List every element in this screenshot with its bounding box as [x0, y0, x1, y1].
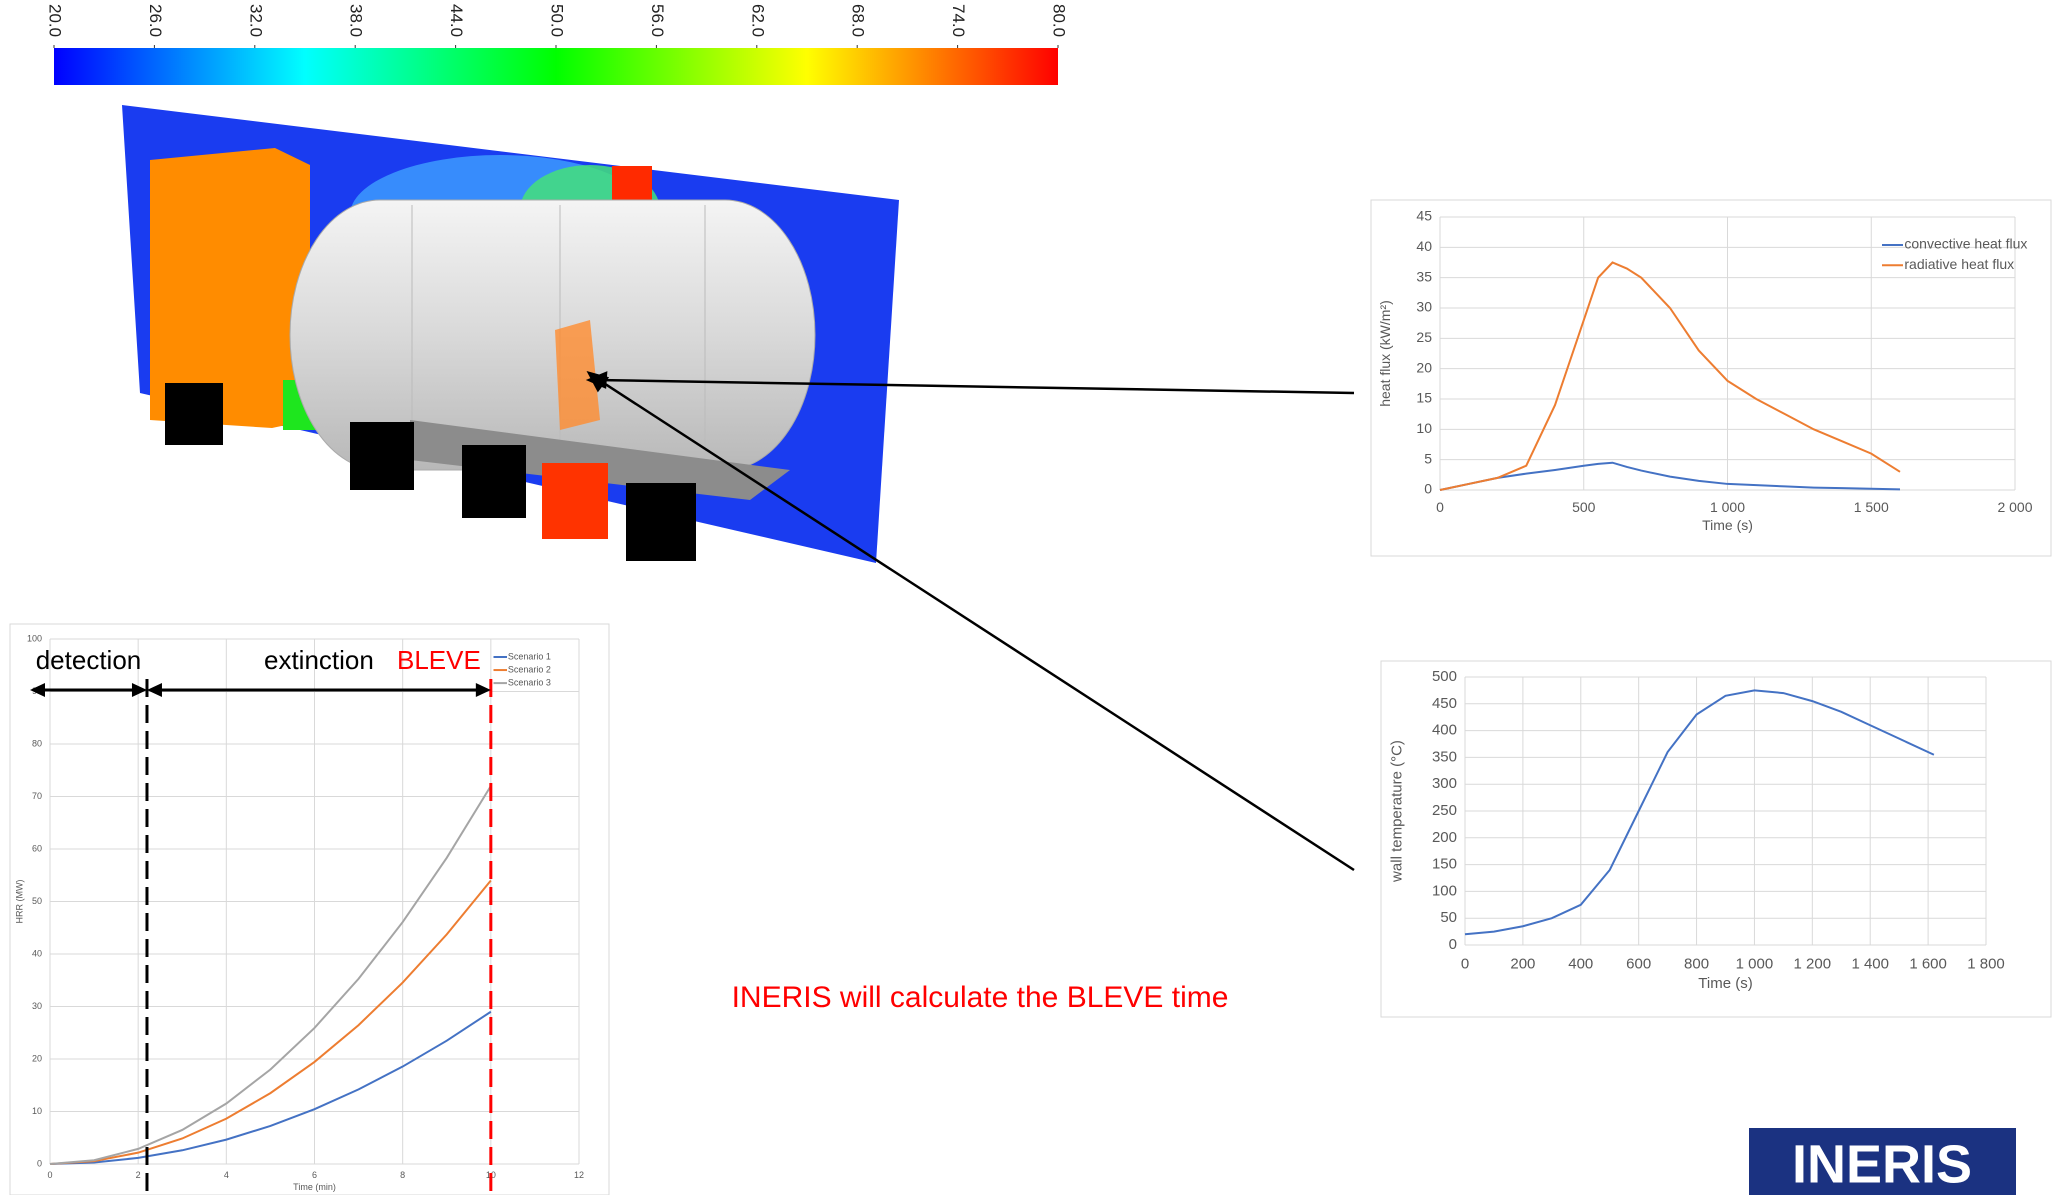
x-tick-label: 8: [400, 1170, 405, 1180]
y-tick-label: 250: [1432, 802, 1457, 819]
tick-label: 44.0: [447, 4, 466, 37]
tick-label: 20.0: [46, 4, 65, 37]
y-tick-label: 15: [1416, 390, 1432, 406]
x-tick-label: 1 200: [1794, 955, 1832, 972]
x-tick-label: 800: [1684, 955, 1709, 972]
slide: INERIS will calculate the BLEVE time INE…: [0, 0, 2053, 1195]
y-tick-label: 60: [32, 843, 42, 853]
legend-label: convective heat flux: [1904, 236, 2027, 252]
x-axis-label: Time (s): [1702, 517, 1753, 533]
y-tick-label: 5: [1424, 450, 1432, 466]
tick-label: 74.0: [949, 4, 968, 37]
y-tick-label: 35: [1416, 268, 1432, 284]
logo-text: INERIS: [1792, 1134, 1972, 1194]
wheel: [165, 383, 223, 445]
x-tick-label: 4: [224, 1170, 229, 1180]
wheel: [626, 483, 696, 561]
arrow: [596, 378, 1354, 870]
y-tick-label: 80: [32, 738, 42, 748]
callout-arrows: [589, 373, 1354, 870]
legend-label: Scenario 2: [508, 664, 551, 674]
y-axis-label: HRR (MW): [14, 880, 24, 924]
y-tick-label: 20: [1416, 359, 1432, 375]
tick-label: 62.0: [748, 4, 767, 37]
simulation-render: [122, 105, 899, 563]
y-tick-label: 30: [32, 1001, 42, 1011]
colorbar: [54, 48, 1058, 85]
y-axis-label: heat flux (kW/m²): [1377, 300, 1393, 407]
x-tick-label: 1 000: [1736, 955, 1774, 972]
burner: [542, 463, 608, 539]
annotation: detection: [36, 645, 142, 675]
annotation: extinction: [264, 645, 374, 675]
x-axis-label: Time (s): [1698, 975, 1752, 992]
annotation: BLEVE: [397, 645, 481, 675]
y-tick-label: 350: [1432, 748, 1457, 765]
x-tick-label: 500: [1572, 499, 1596, 515]
y-tick-label: 300: [1432, 775, 1457, 792]
legend-label: Scenario 1: [508, 651, 551, 661]
y-tick-label: 100: [27, 633, 42, 643]
legend-label: Scenario 3: [508, 677, 551, 687]
wheel: [462, 445, 526, 518]
y-tick-label: 200: [1432, 829, 1457, 846]
y-tick-label: 400: [1432, 722, 1457, 739]
x-axis-label: Time (min): [293, 1182, 336, 1192]
y-tick-label: 100: [1432, 882, 1457, 899]
y-tick-label: 50: [32, 896, 42, 906]
y-tick-label: 40: [1416, 238, 1432, 254]
chart-frame: [1381, 661, 2051, 1017]
x-tick-label: 12: [574, 1170, 584, 1180]
tick-label: 68.0: [849, 4, 868, 37]
chart-frame: [10, 624, 609, 1195]
y-tick-label: 150: [1432, 856, 1457, 873]
y-tick-label: 450: [1432, 695, 1457, 712]
y-tick-label: 20: [32, 1053, 42, 1063]
note: INERIS will calculate the BLEVE time: [732, 981, 1229, 1014]
x-tick-label: 200: [1510, 955, 1535, 972]
tick-label: 26.0: [146, 4, 165, 37]
y-tick-label: 0: [1424, 481, 1432, 497]
y-tick-label: 50: [1440, 909, 1457, 926]
tick-label: 80.0: [1050, 4, 1069, 37]
y-tick-label: 25: [1416, 329, 1432, 345]
x-tick-label: 1 000: [1710, 499, 1745, 515]
y-tick-label: 0: [1449, 936, 1457, 953]
tick-label: 32.0: [246, 4, 265, 37]
x-tick-label: 1 600: [1909, 955, 1947, 972]
y-tick-label: 70: [32, 791, 42, 801]
y-axis-label: wall temperature (°C): [1388, 740, 1405, 883]
x-tick-label: 0: [1436, 499, 1444, 515]
x-tick-label: 6: [312, 1170, 317, 1180]
x-tick-label: 2 000: [1997, 499, 2032, 515]
y-tick-label: 10: [32, 1106, 42, 1116]
tick-label: 38.0: [347, 4, 366, 37]
wheel: [350, 422, 414, 490]
tick-label: 50.0: [548, 4, 567, 37]
y-tick-label: 40: [32, 948, 42, 958]
x-tick-label: 1 500: [1854, 499, 1889, 515]
y-tick-label: 500: [1432, 668, 1457, 685]
y-tick-label: 30: [1416, 299, 1432, 315]
x-tick-label: 1 800: [1967, 955, 2005, 972]
tick-label: 56.0: [648, 4, 667, 37]
y-tick-label: 10: [1416, 420, 1432, 436]
y-tick-label: 0: [37, 1158, 42, 1168]
x-tick-label: 600: [1626, 955, 1651, 972]
x-tick-label: 1 400: [1851, 955, 1889, 972]
y-tick-label: 45: [1416, 208, 1432, 224]
x-tick-label: 2: [136, 1170, 141, 1180]
x-tick-label: 0: [47, 1170, 52, 1180]
x-tick-label: 0: [1461, 955, 1469, 972]
x-tick-label: 400: [1568, 955, 1593, 972]
legend-label: radiative heat flux: [1904, 256, 2014, 272]
